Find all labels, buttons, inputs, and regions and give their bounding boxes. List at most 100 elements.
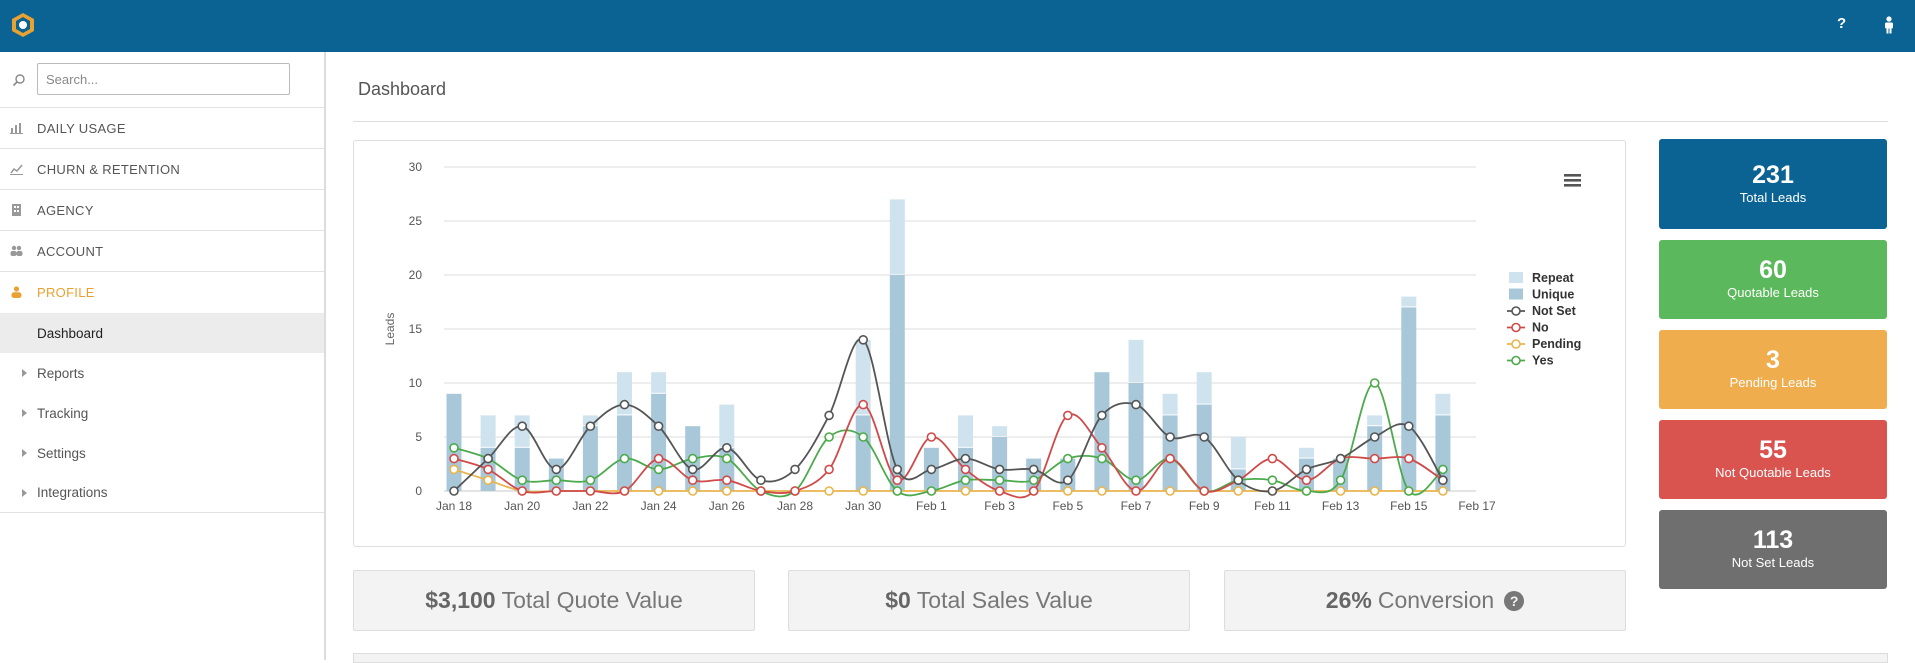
bar-repeat <box>1435 393 1451 415</box>
y-tick-label: 5 <box>415 430 422 444</box>
user-icon[interactable] <box>1883 16 1895 34</box>
bar-unique <box>1299 458 1314 491</box>
data-point <box>1062 475 1073 486</box>
data-point <box>926 464 937 475</box>
y-axis-label: Leads <box>383 313 397 346</box>
sidebar-subitem-integrations[interactable]: Integrations <box>0 473 324 513</box>
data-point <box>721 475 732 486</box>
sidebar: DAILY USAGE CHURN & RETENTION AGENCY ACC… <box>0 52 326 660</box>
data-point <box>1267 475 1278 486</box>
stat-label: Not Quotable Leads <box>1715 465 1831 480</box>
sidebar-item-daily-usage[interactable]: DAILY USAGE <box>0 108 324 149</box>
stat-card-quotable-leads[interactable]: 60 Quotable Leads <box>1659 240 1887 319</box>
data-point <box>1404 453 1414 464</box>
bar-unique <box>582 426 598 491</box>
data-point <box>1335 486 1346 496</box>
legend-marker <box>1511 339 1521 349</box>
user-icon <box>11 286 22 298</box>
kpi-total-sales-value: $0 Total Sales Value <box>788 570 1190 631</box>
data-point <box>619 486 630 496</box>
chart-menu-icon[interactable] <box>1564 174 1581 187</box>
sidebar-item-label: DAILY USAGE <box>37 120 126 136</box>
bar-unique <box>651 393 667 491</box>
data-point <box>892 464 903 475</box>
stat-card-not-quotable-leads[interactable]: 55 Not Quotable Leads <box>1659 420 1887 499</box>
kpi-label: Total Sales Value <box>916 587 1093 613</box>
kpi-conversion: 26% Conversion ? <box>1224 570 1626 631</box>
data-point <box>1438 464 1448 475</box>
data-point <box>449 464 459 475</box>
bar-repeat <box>992 426 1008 436</box>
data-point <box>858 432 869 442</box>
legend-swatch <box>1509 272 1523 283</box>
caret-right-icon <box>22 369 27 377</box>
data-point <box>449 486 459 496</box>
x-tick-label: Feb 3 <box>984 499 1015 513</box>
bar-repeat <box>651 372 667 393</box>
sidebar-item-agency[interactable]: AGENCY <box>0 190 324 231</box>
data-point <box>1097 486 1107 496</box>
help-icon[interactable]: ? <box>1504 590 1525 611</box>
x-tick-label: Jan 28 <box>777 499 813 513</box>
stat-label: Pending Leads <box>1729 375 1817 390</box>
stat-card-pending-leads[interactable]: 3 Pending Leads <box>1659 330 1887 409</box>
data-point <box>858 486 869 496</box>
data-point <box>1267 486 1278 496</box>
data-point <box>653 421 664 432</box>
legend-marker <box>1511 322 1521 333</box>
stat-card-not-set-leads[interactable]: 113 Not Set Leads <box>1659 510 1887 589</box>
data-point <box>1233 486 1244 496</box>
data-point <box>1097 442 1107 453</box>
data-point <box>1199 432 1210 442</box>
sidebar-subitem-tracking[interactable]: Tracking <box>0 393 324 433</box>
x-tick-label: Feb 11 <box>1254 499 1291 513</box>
y-tick-label: 25 <box>409 214 423 228</box>
sidebar-item-label: AGENCY <box>37 202 94 218</box>
data-point <box>824 464 834 475</box>
data-point <box>687 475 698 486</box>
stat-card-total-leads[interactable]: 231 Total Leads <box>1659 139 1887 229</box>
app-logo-icon[interactable] <box>10 12 36 38</box>
bar-repeat <box>889 199 905 274</box>
data-point <box>1369 432 1380 442</box>
data-point <box>653 486 664 496</box>
data-point <box>1199 486 1210 496</box>
data-point <box>960 453 971 464</box>
sidebar-item-label: PROFILE <box>37 285 95 300</box>
data-point <box>1369 453 1380 464</box>
data-point <box>960 475 971 486</box>
data-point <box>1131 399 1141 410</box>
data-point <box>653 464 664 475</box>
data-point <box>517 486 527 496</box>
top-bar: ? <box>0 0 1915 52</box>
data-point <box>756 475 766 486</box>
sidebar-subitem-label: Dashboard <box>37 325 104 341</box>
search-input[interactable] <box>37 63 290 95</box>
help-icon[interactable]: ? <box>1837 15 1847 32</box>
sidebar-item-profile[interactable]: PROFILE <box>0 272 324 313</box>
legend-label: Yes <box>1532 354 1554 368</box>
caret-right-icon <box>22 489 27 497</box>
stat-label: Total Leads <box>1739 190 1807 205</box>
kpi-value: $0 <box>885 587 911 613</box>
sidebar-subitem-label: Settings <box>37 445 86 461</box>
data-point <box>517 421 527 432</box>
bar-repeat <box>1162 393 1178 415</box>
data-point <box>1267 453 1278 464</box>
sidebar-item-churn-retention[interactable]: CHURN & RETENTION <box>0 149 324 190</box>
sidebar-subitem-dashboard[interactable]: Dashboard <box>0 313 324 353</box>
sidebar-subitem-label: Tracking <box>37 405 89 421</box>
stat-value: 231 <box>1752 161 1794 189</box>
data-point <box>1404 486 1414 496</box>
sidebar-item-account[interactable]: ACCOUNT <box>0 231 324 272</box>
data-point <box>1369 486 1380 496</box>
sidebar-subitem-settings[interactable]: Settings <box>0 433 324 473</box>
caret-right-icon <box>22 409 27 417</box>
data-point <box>1335 453 1346 464</box>
sidebar-subitem-reports[interactable]: Reports <box>0 353 324 393</box>
data-point <box>1369 378 1380 388</box>
data-point <box>1301 464 1312 475</box>
data-point <box>994 464 1005 475</box>
data-point <box>824 432 834 442</box>
sidebar-item-label: CHURN & RETENTION <box>37 161 181 177</box>
